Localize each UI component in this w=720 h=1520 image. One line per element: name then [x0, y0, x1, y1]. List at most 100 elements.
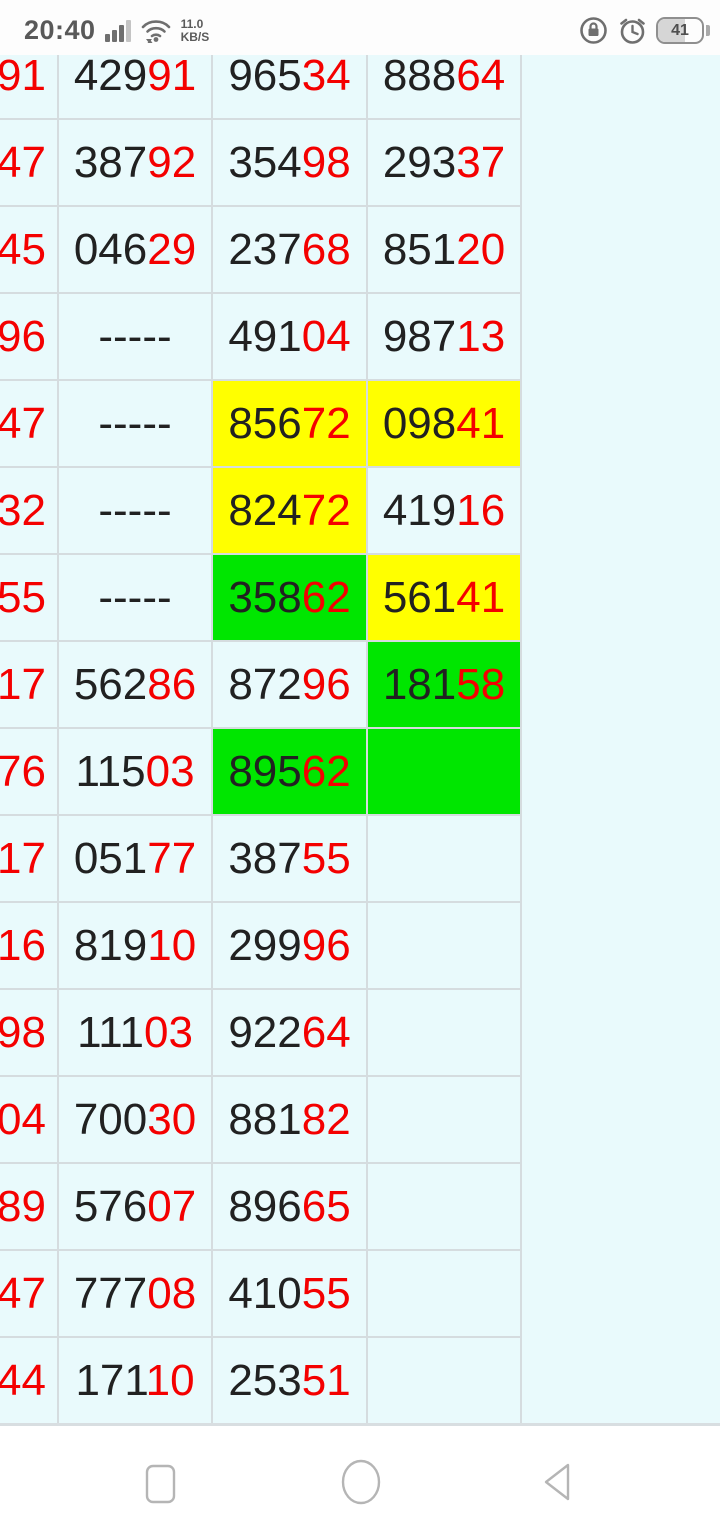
- battery-percent: 41: [671, 21, 689, 39]
- number-cell: 85672: [211, 379, 368, 468]
- table-row: 17 05177 38755: [0, 814, 522, 903]
- number-cell: 88182: [211, 1075, 368, 1164]
- row-prefix-cell: 98: [0, 988, 59, 1077]
- row-prefix-cell: 44: [0, 1336, 59, 1423]
- digits-black: 181: [382, 659, 457, 709]
- digits-red: 08: [147, 1268, 197, 1318]
- digits-red: 65: [301, 1181, 351, 1231]
- row-prefix-cell: 55: [0, 553, 59, 642]
- number-cell: 96534: [211, 55, 368, 120]
- wifi-icon: [140, 17, 172, 45]
- row-prefix-cell: 47: [0, 379, 59, 468]
- digits-black: 824: [228, 485, 302, 535]
- row-prefix-cell: 76: [0, 727, 59, 816]
- android-nav-bar: [0, 1426, 720, 1520]
- number-cell: 88864: [366, 55, 522, 120]
- digits-red: 64: [301, 1007, 351, 1057]
- digits-red: 03: [143, 1007, 193, 1057]
- digits-red: 04: [0, 1094, 46, 1144]
- digits-black: -----: [98, 572, 172, 622]
- number-cell: 38755: [211, 814, 368, 903]
- digits-red: 44: [0, 1355, 46, 1405]
- digits-black: 354: [228, 137, 302, 187]
- battery-nub: [706, 25, 710, 36]
- number-cell: 56286: [57, 640, 213, 729]
- number-cell: 85120: [366, 205, 522, 294]
- digits-red: 47: [0, 398, 46, 448]
- number-cell: -----: [57, 466, 213, 555]
- table-row: 16 81910 29996: [0, 901, 522, 990]
- table-row: 89 57607 89665: [0, 1162, 522, 1251]
- number-cell: [366, 1162, 522, 1251]
- digits-red: 47: [0, 137, 46, 187]
- digits-red: 76: [0, 746, 46, 796]
- number-cell: 87296: [211, 640, 368, 729]
- row-prefix-cell: 04: [0, 1075, 59, 1164]
- number-cell: 49104: [211, 292, 368, 381]
- digits-black: 562: [73, 659, 148, 709]
- table-row: 45 04629 23768 85120: [0, 205, 522, 294]
- row-prefix-cell: 91: [0, 55, 59, 120]
- network-speed: 11.0 KB/S: [180, 16, 210, 44]
- digits-red: 45: [0, 224, 46, 274]
- home-circle-icon[interactable]: [341, 1459, 381, 1505]
- digits-black: 576: [73, 1181, 148, 1231]
- digits-black: 987: [382, 311, 457, 361]
- digits-black: 299: [228, 920, 302, 970]
- digits-red: 04: [301, 311, 351, 361]
- digits-red: 86: [147, 659, 197, 709]
- digits-black: 922: [228, 1007, 302, 1057]
- digits-black: 387: [228, 833, 302, 883]
- number-cell: 25351: [211, 1336, 368, 1423]
- number-cell: 41916: [366, 466, 522, 555]
- digits-red: 72: [301, 398, 351, 448]
- number-cell: 56141: [366, 553, 522, 642]
- table-row: 98 11103 92264: [0, 988, 522, 1077]
- digits-black: 410: [228, 1268, 302, 1318]
- digits-red: 77: [147, 833, 197, 883]
- number-cell: 35498: [211, 118, 368, 207]
- digits-black: 819: [73, 920, 148, 970]
- digits-black: 777: [73, 1268, 148, 1318]
- digits-red: 98: [0, 1007, 46, 1057]
- table-row: 55 ----- 35862 56141: [0, 553, 522, 642]
- number-cell: 05177: [57, 814, 213, 903]
- digits-red: 51: [301, 1355, 351, 1405]
- digits-black: 895: [228, 746, 302, 796]
- digits-red: 32: [0, 485, 46, 535]
- results-table: 91 42991 96534 88864 47 38792 35498 29337 45 0462…: [0, 55, 522, 1423]
- recents-square-icon[interactable]: [145, 1464, 176, 1504]
- number-cell: 98713: [366, 292, 522, 381]
- digits-black: 881: [228, 1094, 302, 1144]
- number-cell: 04629: [57, 205, 213, 294]
- digits-black: -----: [98, 485, 172, 535]
- results-table-body: 91 42991 96534 88864 47 38792 35498 29337 45 0462…: [0, 55, 522, 1423]
- digits-black: -----: [98, 398, 172, 448]
- number-cell: [366, 1336, 522, 1423]
- number-cell: [366, 988, 522, 1077]
- number-cell: [366, 901, 522, 990]
- digits-black: 115: [75, 746, 146, 796]
- digits-red: 64: [456, 55, 506, 100]
- digits-black: 098: [382, 398, 457, 448]
- digits-red: 30: [147, 1094, 197, 1144]
- back-triangle-icon[interactable]: [540, 1461, 574, 1503]
- row-prefix-cell: 17: [0, 814, 59, 903]
- number-cell: 81910: [57, 901, 213, 990]
- number-cell: 70030: [57, 1075, 213, 1164]
- number-cell: 35862: [211, 553, 368, 642]
- row-prefix-cell: 47: [0, 118, 59, 207]
- number-cell: 11103: [57, 988, 213, 1077]
- digits-black: 965: [228, 55, 302, 100]
- digits-black: 856: [228, 398, 302, 448]
- digits-black: 419: [382, 485, 457, 535]
- row-prefix-cell: 16: [0, 901, 59, 990]
- digits-black: 429: [73, 55, 148, 100]
- digits-red: 41: [456, 572, 506, 622]
- digits-red: 17: [0, 833, 46, 883]
- alarm-clock-icon: [617, 15, 648, 46]
- digits-red: 98: [301, 137, 351, 187]
- row-prefix-cell: 45: [0, 205, 59, 294]
- digits-red: 16: [456, 485, 506, 535]
- digits-red: 96: [301, 659, 351, 709]
